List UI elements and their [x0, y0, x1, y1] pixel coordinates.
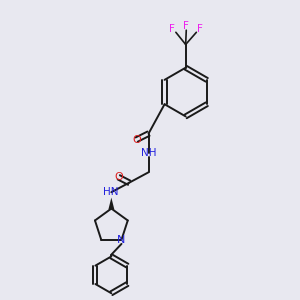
- Text: F: F: [197, 24, 203, 34]
- Text: O: O: [114, 172, 123, 182]
- Text: HN: HN: [103, 187, 118, 197]
- Text: NH: NH: [141, 148, 156, 158]
- Text: N: N: [117, 235, 126, 245]
- Text: F: F: [169, 24, 175, 34]
- Polygon shape: [108, 198, 114, 209]
- Text: O: O: [132, 135, 141, 145]
- Text: F: F: [183, 21, 189, 31]
